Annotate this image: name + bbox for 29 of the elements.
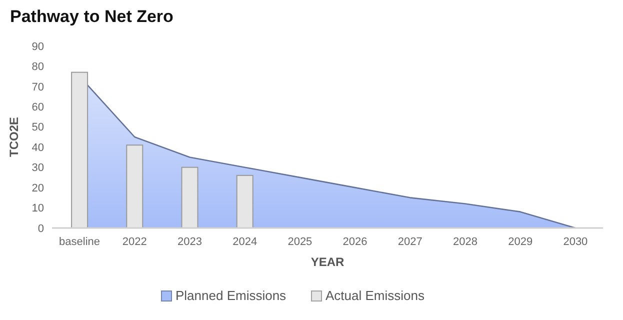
x-tick-label: 2027 bbox=[398, 236, 422, 248]
y-tick-label: 30 bbox=[32, 162, 44, 174]
y-tick-label: 60 bbox=[32, 102, 44, 114]
y-axis-title: TCO2E bbox=[7, 116, 21, 158]
x-tick-label: 2023 bbox=[178, 236, 202, 248]
x-tick-label: 2028 bbox=[453, 236, 478, 248]
y-tick-label: 80 bbox=[32, 61, 44, 74]
legend-label: Actual Emissions bbox=[326, 288, 425, 303]
x-tick-label: baseline bbox=[59, 236, 100, 248]
legend-label: Planned Emissions bbox=[176, 288, 287, 303]
x-tick-label: 2026 bbox=[342, 236, 368, 248]
x-tick-label: 2022 bbox=[122, 236, 147, 248]
x-tick-label: 2024 bbox=[232, 236, 258, 248]
y-tick-label: 40 bbox=[32, 142, 44, 154]
bar bbox=[236, 174, 254, 228]
y-tick-label: 90 bbox=[32, 40, 44, 53]
y-tick-label: 50 bbox=[32, 122, 44, 134]
y-tick-label: 10 bbox=[32, 202, 44, 215]
bar bbox=[126, 144, 144, 228]
chart-title: Pathway to Net Zero bbox=[10, 7, 174, 26]
y-tick-label: 70 bbox=[32, 81, 44, 94]
x-tick-label: 2030 bbox=[563, 236, 588, 248]
x-tick-label: 2025 bbox=[288, 236, 312, 248]
bar bbox=[71, 72, 88, 228]
y-tick-label: 20 bbox=[32, 182, 44, 194]
y-tick-label: 0 bbox=[38, 222, 44, 235]
bar bbox=[181, 166, 198, 228]
x-axis-title: YEAR bbox=[310, 255, 344, 269]
x-tick-label: 2029 bbox=[508, 236, 533, 248]
